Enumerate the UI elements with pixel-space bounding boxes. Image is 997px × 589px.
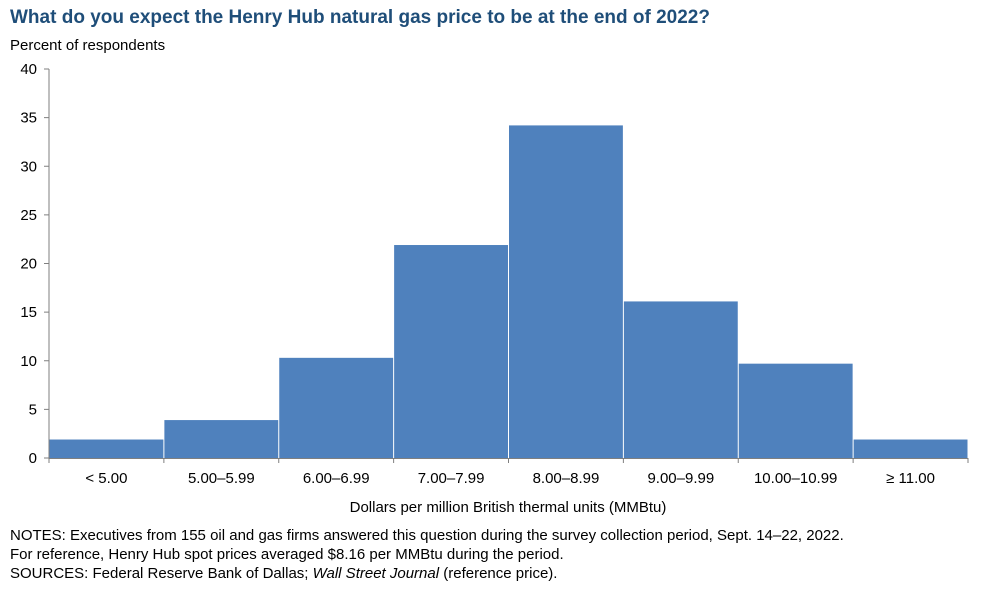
- x-tick-label: 8.00–8.99: [533, 470, 600, 487]
- y-tick-label: 40: [20, 61, 37, 78]
- bar-5: [623, 301, 738, 458]
- x-tick-label: < 5.00: [85, 470, 127, 487]
- bar-1: [164, 420, 279, 458]
- notes-line-1: NOTES: Executives from 155 oil and gas f…: [10, 527, 844, 544]
- bar-2: [279, 357, 394, 458]
- y-tick-label: 15: [20, 304, 37, 321]
- bar-6: [738, 363, 853, 458]
- y-tick-label: 10: [20, 353, 37, 370]
- x-tick-label: 6.00–6.99: [303, 470, 370, 487]
- bars-group: [49, 125, 968, 458]
- axes-group: [44, 68, 969, 463]
- y-ticks-group: 0 5 10 15 20 25 30 35 40: [20, 61, 37, 467]
- y-tick-label: 0: [29, 450, 37, 467]
- x-tick-label: 5.00–5.99: [188, 470, 255, 487]
- sources-italic: Wall Street Journal: [312, 565, 440, 582]
- y-tick-label: 20: [20, 256, 37, 273]
- x-tick-label: 7.00–7.99: [418, 470, 485, 487]
- x-ticks-group: < 5.00 5.00–5.99 6.00–6.99 7.00–7.99 8.00–8.…: [85, 470, 935, 487]
- chart-title: What do you expect the Henry Hub natural…: [10, 7, 710, 28]
- notes-block: NOTES: Executives from 155 oil and gas f…: [10, 526, 844, 583]
- sources-prefix: SOURCES: Federal Reserve Bank of Dallas;: [10, 565, 313, 582]
- y-tick-label: 5: [29, 401, 37, 418]
- bar-3: [394, 245, 508, 458]
- y-axis-title: Percent of respondents: [10, 37, 166, 54]
- y-tick-label: 25: [20, 207, 37, 224]
- x-tick-label: ≥ 11.00: [886, 470, 935, 487]
- bar-0: [49, 439, 164, 458]
- x-tick-label: 9.00–9.99: [647, 470, 714, 487]
- bar-4: [509, 125, 623, 458]
- y-tick-label: 30: [20, 158, 37, 175]
- y-tick-label: 35: [20, 110, 37, 127]
- sources-suffix: (reference price).: [439, 565, 558, 582]
- notes-line-2: For reference, Henry Hub spot prices ave…: [10, 546, 564, 563]
- bar-7: [853, 439, 968, 458]
- sources-line: SOURCES: Federal Reserve Bank of Dallas;…: [10, 564, 844, 583]
- x-axis-title: Dollars per million British thermal unit…: [350, 499, 667, 516]
- x-tick-label: 10.00–10.99: [754, 470, 837, 487]
